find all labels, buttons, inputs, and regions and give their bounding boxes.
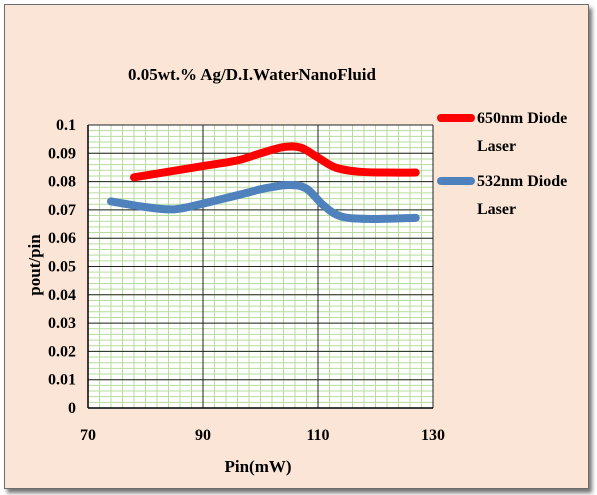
plot-grid (87, 124, 434, 409)
y-axis-ticks: 0 0.01 0.02 0.03 0.04 0.05 0.06 0.07 0.08 0.09 0.1 (48, 117, 76, 417)
plot-axes (87, 125, 433, 409)
legend-label-2: Laser (477, 201, 516, 218)
legend: 650nm Diode Laser 532nm Diode Laser (437, 110, 567, 218)
legend-label-1: Laser (477, 138, 516, 155)
legend-label-2: 532nm Diode (477, 173, 567, 190)
y-tick-label: 0.1 (56, 117, 76, 134)
y-tick-label: 0.02 (48, 343, 76, 360)
y-tick-label: 0.07 (48, 202, 76, 219)
legend-label-1: 650nm Diode (477, 110, 567, 127)
y-tick-label: 0.06 (48, 230, 76, 247)
series-lines (107, 142, 420, 223)
x-tick-label: 90 (195, 427, 211, 444)
y-tick-label: 0.03 (48, 315, 76, 332)
y-axis-label: pout/pin (25, 234, 44, 296)
y-tick-label: 0.08 (48, 174, 76, 191)
y-tick-label: 0.04 (48, 287, 76, 304)
chart-title: 0.05wt.% Ag/D.I.WaterNanoFluid (128, 65, 376, 84)
y-tick-label: 0.05 (48, 259, 76, 276)
x-tick-label: 130 (421, 427, 445, 444)
series-line-1 (130, 142, 420, 182)
y-tick-label: 0 (68, 400, 76, 417)
x-tick-label: 110 (306, 427, 329, 444)
x-axis-ticks: 70 90 110 130 (80, 427, 445, 444)
y-tick-label: 0.09 (48, 145, 76, 162)
x-axis-label: Pin(mW) (224, 457, 291, 476)
series-line-2 (107, 180, 420, 223)
x-tick-label: 70 (80, 427, 96, 444)
y-tick-label: 0.01 (48, 372, 76, 389)
